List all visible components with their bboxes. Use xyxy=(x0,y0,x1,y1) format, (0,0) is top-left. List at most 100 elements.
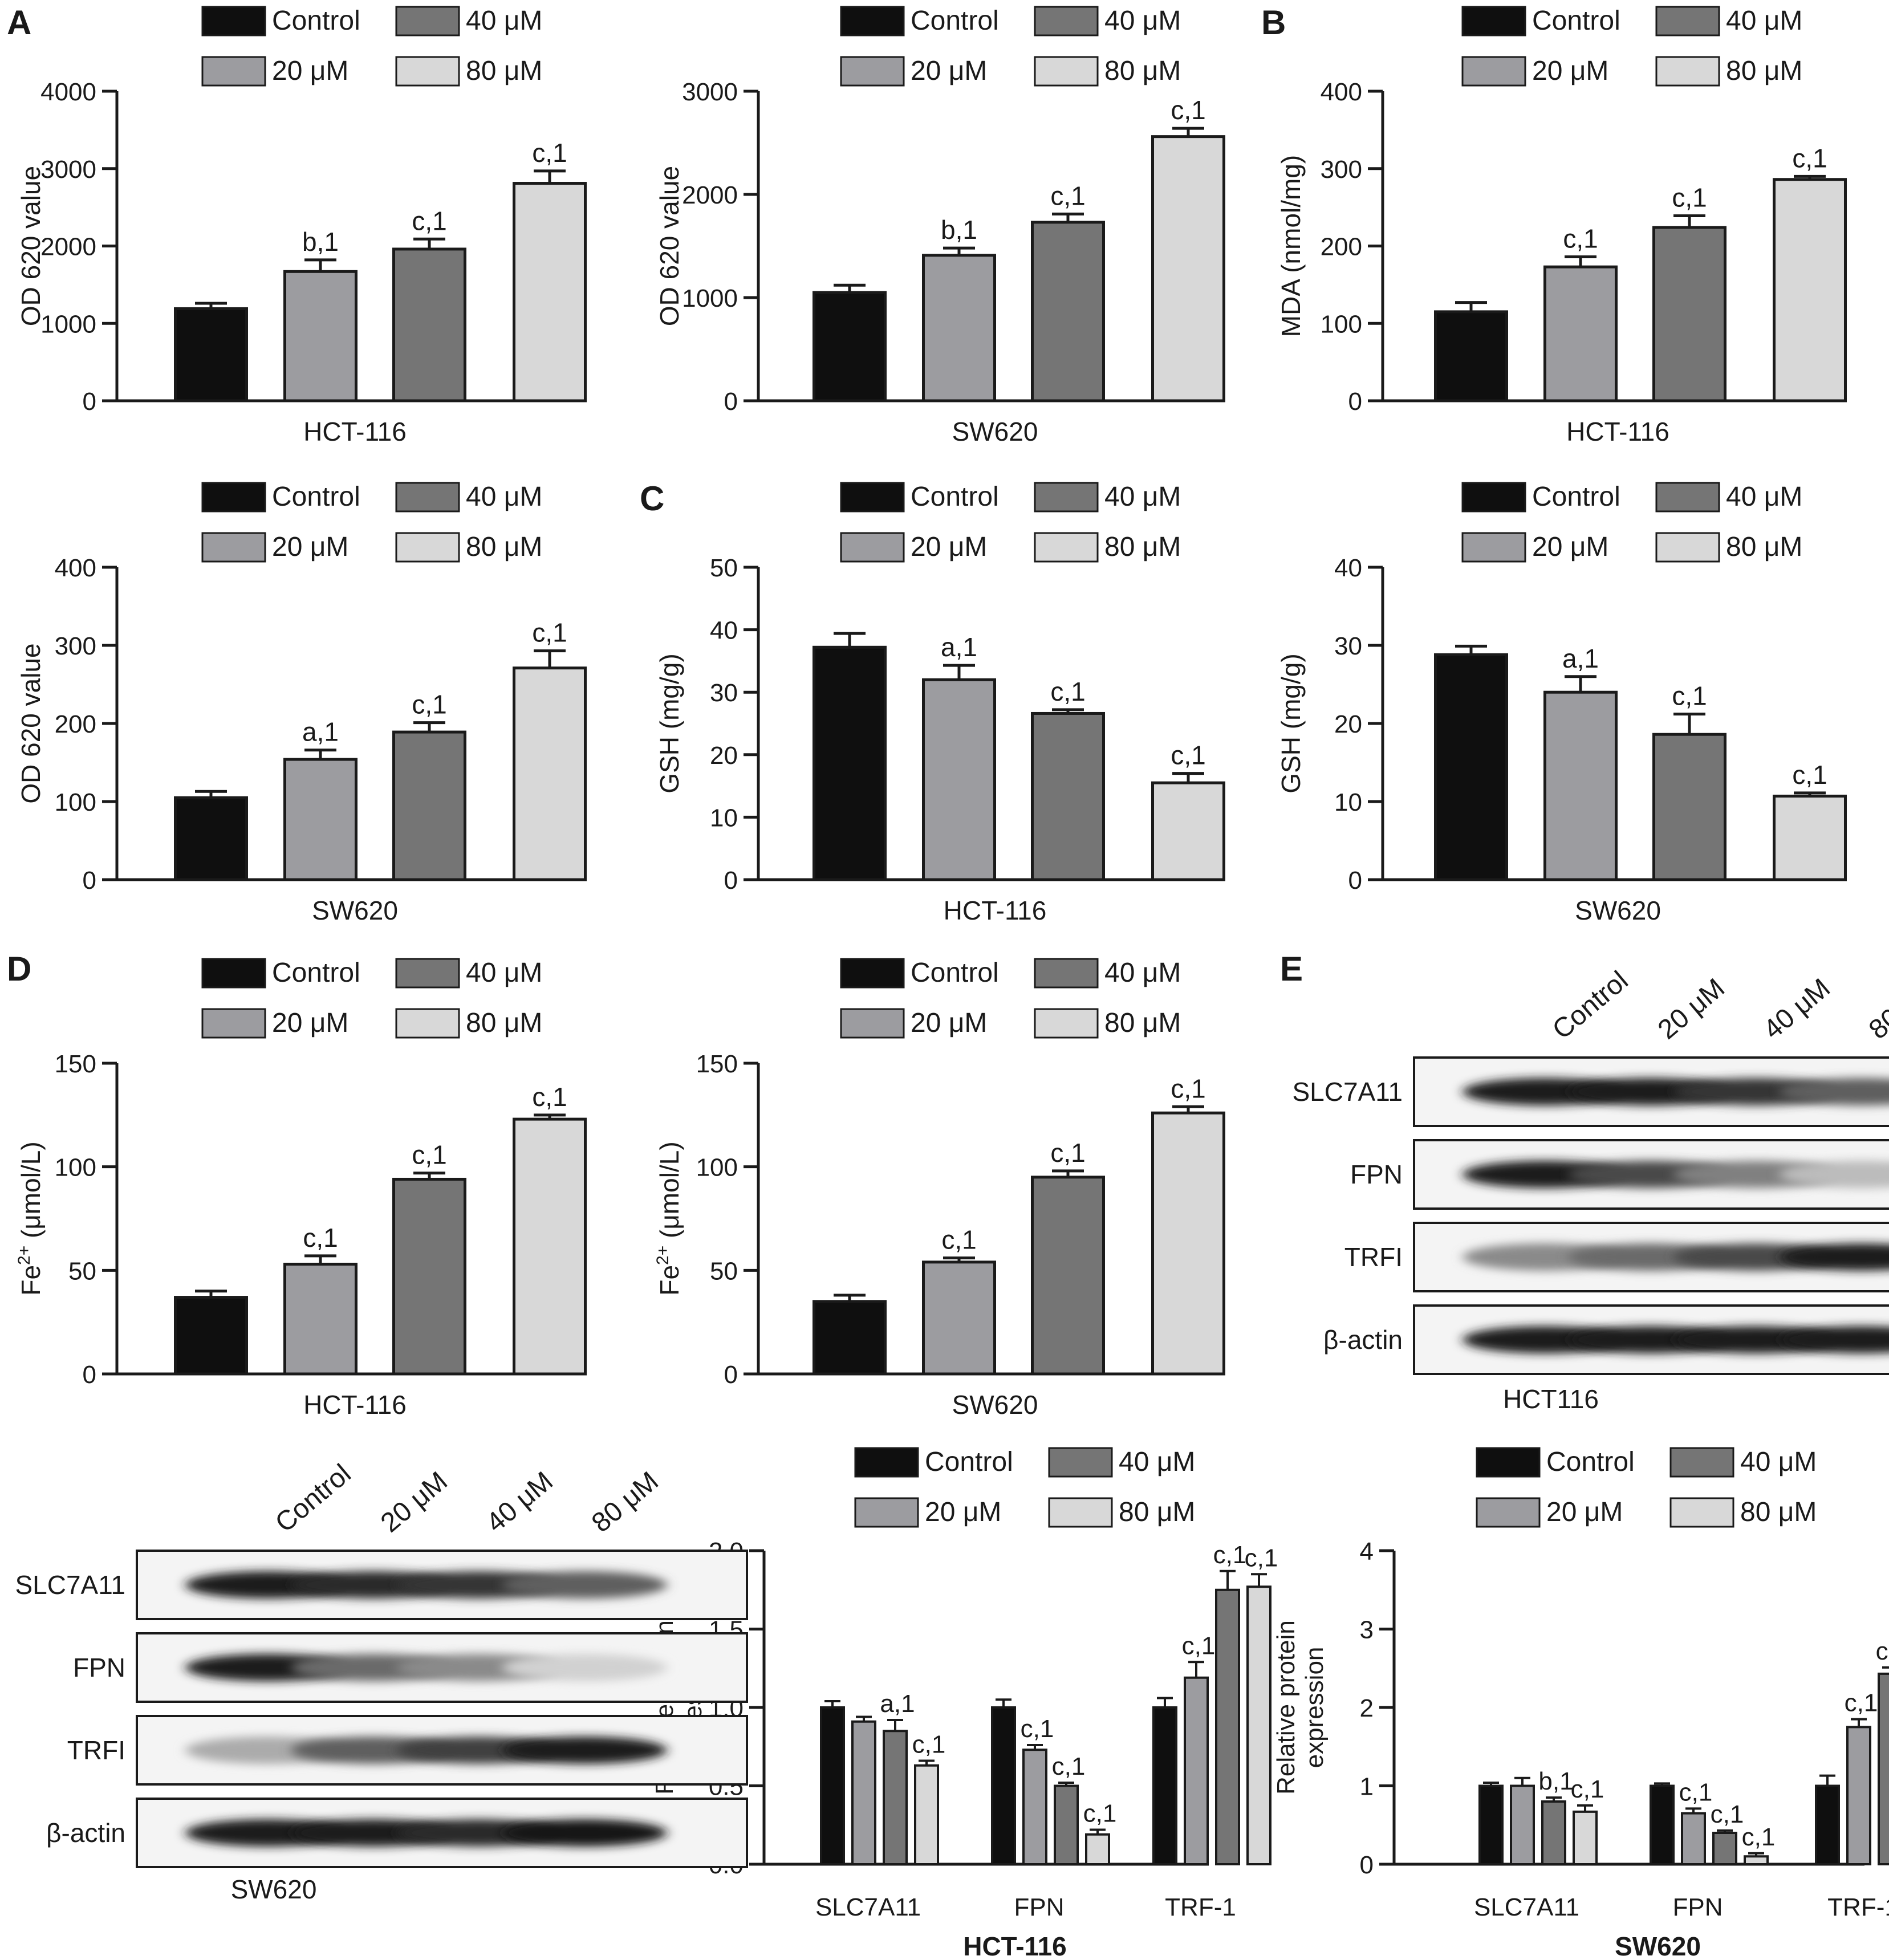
bar-slc7a11-20um xyxy=(851,1720,876,1865)
legend-label-20um: 20 μM xyxy=(1532,56,1608,86)
bar-control xyxy=(174,307,248,402)
bar-20um xyxy=(922,678,996,881)
bar-40um xyxy=(1031,711,1105,881)
y-tick-label: 50 xyxy=(68,1257,96,1285)
x-tick-label: SLC7A11 xyxy=(1474,1893,1579,1921)
bar-trf-1-control xyxy=(1815,1784,1840,1865)
legend-label-control: Control xyxy=(925,1447,1013,1477)
significance-label: c,1 xyxy=(1792,760,1827,790)
x-axis-label: HCT-116 xyxy=(303,1390,407,1420)
legend: Control 40 μM 20 μM 80 μM xyxy=(840,958,1181,1039)
bar-trf-1-control xyxy=(1152,1706,1177,1865)
legend: Control 40 μM 20 μM 80 μM xyxy=(854,1447,1195,1528)
lane-label: Control xyxy=(270,1458,357,1538)
y-tick-label: 3000 xyxy=(40,156,96,184)
y-tick-label: 100 xyxy=(1321,310,1362,338)
blot-caption: HCT116 xyxy=(1503,1384,1599,1414)
legend-label-control: Control xyxy=(911,482,999,512)
bar-fpn-20um xyxy=(1022,1748,1047,1865)
bar-fpn-80um xyxy=(1085,1833,1110,1865)
bar-control xyxy=(813,645,887,881)
legend-label-40um: 40 μM xyxy=(466,958,542,988)
legend: Control 40 μM 20 μM 80 μM xyxy=(201,6,542,87)
legend: Control 40 μM 20 μM 80 μM xyxy=(1461,482,1802,563)
legend-label-40um: 40 μM xyxy=(1119,1447,1195,1477)
legend-label-control: Control xyxy=(272,482,360,512)
y-tick-label: 4000 xyxy=(40,78,96,106)
y-tick-label: 400 xyxy=(1321,78,1362,106)
blot-row-label: SLC7A11 xyxy=(15,1570,125,1600)
y-tick-label: 400 xyxy=(55,554,96,582)
x-tick-label: FPN xyxy=(1673,1893,1723,1921)
panel-letter-C: C xyxy=(640,479,664,518)
legend-swatch-20um xyxy=(1461,532,1526,563)
legend-swatch-control xyxy=(201,6,266,36)
significance-label: c,1 xyxy=(1171,741,1205,770)
significance-label: c,1 xyxy=(532,618,567,648)
legend-swatch-control xyxy=(854,1447,919,1478)
bar-slc7a11-40um xyxy=(1541,1800,1566,1865)
y-tick-label: 200 xyxy=(55,710,96,738)
y-tick-label: 1 xyxy=(1360,1773,1374,1801)
y-tick-label: 10 xyxy=(1334,788,1362,816)
significance-label: c,1 xyxy=(303,1223,338,1253)
legend-label-20um: 20 μM xyxy=(272,532,348,562)
y-tick-label: 30 xyxy=(1334,632,1362,660)
x-tick-label: FPN xyxy=(1014,1893,1065,1921)
legend-label-20um: 20 μM xyxy=(1546,1497,1623,1527)
x-axis-label: SW620 xyxy=(952,1390,1038,1420)
legend-swatch-80um xyxy=(1034,532,1099,563)
bar-80um xyxy=(1151,1111,1225,1376)
y-tick-label: 200 xyxy=(1321,233,1362,261)
y-tick-label: 40 xyxy=(710,617,738,645)
significance-label: a,1 xyxy=(941,632,977,662)
legend-label-80um: 80 μM xyxy=(1104,56,1181,86)
panel-letter-A: A xyxy=(7,3,31,42)
bar-20um xyxy=(922,254,996,402)
significance-label: c,1 xyxy=(1050,181,1085,210)
legend-label-20um: 20 μM xyxy=(1532,532,1608,562)
bar-80um xyxy=(1151,135,1225,402)
y-tick-label: 50 xyxy=(710,554,738,582)
legend-label-80um: 80 μM xyxy=(1104,532,1181,562)
blot-row-label: FPN xyxy=(73,1653,125,1682)
legend-swatch-40um xyxy=(1034,482,1099,513)
legend-swatch-80um xyxy=(1655,56,1720,87)
bar-slc7a11-control xyxy=(1478,1784,1504,1865)
chart-A2: Control 40 μM 20 μM 80 μM 0 1000 2000 3000 OD 62… xyxy=(655,6,1225,446)
legend-label-80um: 80 μM xyxy=(1726,56,1802,86)
protein-band xyxy=(502,1737,667,1764)
y-tick-label: 3 xyxy=(1360,1616,1374,1644)
legend-label-80um: 80 μM xyxy=(466,532,542,562)
y-axis-label: Fe2+ (μmol/L) xyxy=(15,1141,46,1295)
legend-swatch-20um xyxy=(201,56,266,87)
y-tick-label: 20 xyxy=(1334,710,1362,738)
x-axis-label: SW620 xyxy=(1575,896,1661,925)
legend-swatch-control xyxy=(1461,6,1526,36)
x-axis-label: HCT-116 xyxy=(1566,417,1669,446)
legend-label-40um: 40 μM xyxy=(1104,958,1181,988)
protein-band xyxy=(502,1571,667,1599)
bar-40um xyxy=(392,1177,466,1376)
legend-swatch-20um xyxy=(1461,56,1526,87)
y-axis-label-line2: expression xyxy=(1301,1647,1329,1768)
bar-trf-1-20um xyxy=(1846,1726,1871,1865)
significance-label: a,1 xyxy=(1562,644,1599,673)
legend: Control 40 μM 20 μM 80 μM xyxy=(840,482,1181,563)
bar-control xyxy=(813,291,887,402)
y-axis-label: MDA (nmol/mg) xyxy=(1276,155,1306,337)
blot-row-label: SLC7A11 xyxy=(1292,1077,1403,1107)
legend-label-40um: 40 μM xyxy=(1740,1447,1817,1477)
y-tick-label: 0 xyxy=(724,388,738,416)
panel-letter-B: B xyxy=(1261,3,1286,42)
bar-20um xyxy=(1543,690,1618,881)
y-tick-label: 30 xyxy=(710,679,738,707)
legend-swatch-control xyxy=(1476,1447,1541,1478)
legend-label-40um: 40 μM xyxy=(1726,6,1802,36)
legend-swatch-40um xyxy=(1655,6,1720,36)
legend-swatch-40um xyxy=(1655,482,1720,513)
x-axis-label: SW620 xyxy=(952,417,1038,446)
legend-label-20um: 20 μM xyxy=(911,532,987,562)
legend-label-40um: 40 μM xyxy=(466,6,542,36)
y-tick-label: 0 xyxy=(724,1361,738,1389)
